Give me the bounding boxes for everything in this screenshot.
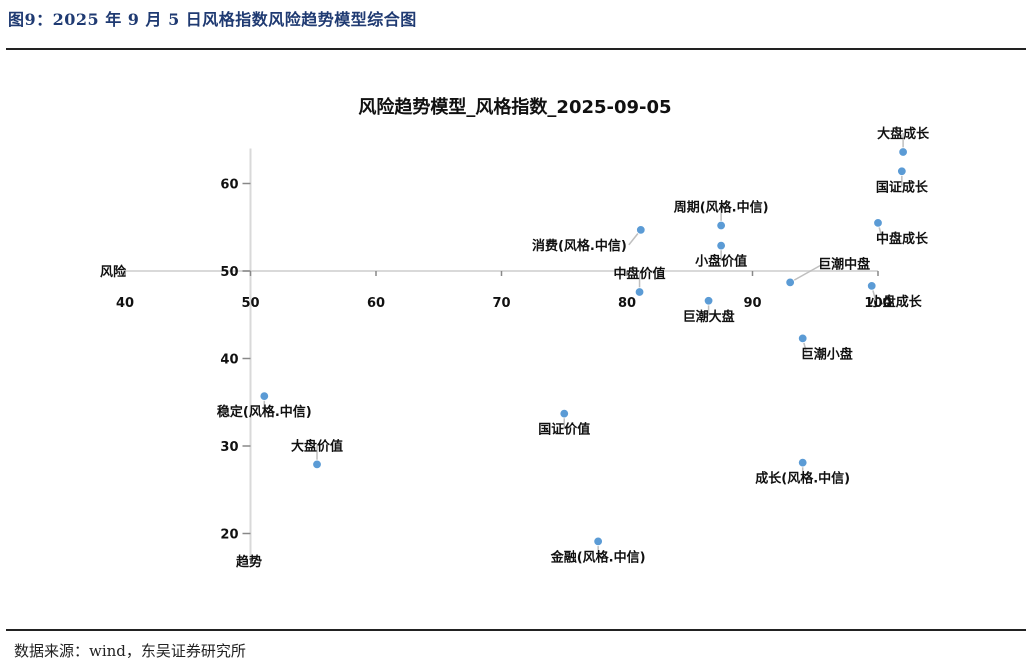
point-label: 巨潮小盘 [801, 346, 853, 362]
point-label: 金融(风格.中信) [550, 549, 646, 565]
data-point [873, 218, 883, 228]
x-tick-label: 50 [241, 296, 259, 311]
data-point [785, 277, 795, 288]
point-label: 巨潮大盘 [683, 309, 735, 325]
data-point [867, 281, 877, 291]
y-tick-label: 60 [220, 178, 238, 193]
y-tick-label: 20 [220, 528, 238, 543]
point-label: 小盘价值 [695, 254, 747, 270]
point-label: 大盘价值 [291, 438, 343, 454]
leader-lines [263, 133, 904, 557]
data-point [716, 240, 726, 251]
data-source: 数据来源：wind，东吴证券研究所 [14, 642, 246, 660]
point-label: 消费(风格.中信) [532, 238, 627, 254]
data-point [634, 287, 645, 297]
point-label: 中盘价值 [614, 266, 666, 282]
data-point [312, 459, 322, 470]
data-point [559, 408, 569, 419]
data-point [703, 296, 714, 306]
point-label: 国证成长 [876, 179, 929, 195]
data-point [798, 333, 808, 344]
point-label: 成长(风格.中信) [755, 471, 850, 487]
bottom-rule [6, 629, 1026, 631]
data-points [259, 147, 908, 547]
point-label: 周期(风格.中信) [674, 200, 769, 216]
point-label: 国证价值 [538, 422, 590, 438]
top-rule [6, 48, 1026, 50]
data-point [798, 457, 808, 468]
point-label: 中盘成长 [876, 231, 929, 247]
data-point [259, 391, 270, 401]
data-point [716, 220, 726, 231]
axes: 40 50 60 70 80 90 100 20 30 40 50 60 风险趋势 [100, 148, 892, 570]
y-tick-label: 30 [220, 440, 238, 455]
data-point [898, 147, 908, 157]
figure-caption: 图9：2025 年 9 月 5 日风格指数风险趋势模型综合图 [8, 10, 417, 29]
point-label: 大盘成长 [877, 126, 930, 142]
x-tick-label: 70 [492, 296, 510, 311]
data-point [636, 225, 646, 235]
chart-title: 风险趋势模型_风格指数_2025-09-05 [358, 96, 671, 118]
x-tick-label: 100 [864, 296, 891, 311]
x-tick-label: 90 [743, 296, 761, 311]
data-point [897, 166, 907, 176]
point-label: 小盘成长 [870, 294, 923, 310]
point-label: 稳定(风格.中信) [217, 404, 312, 420]
leader-line [789, 262, 825, 284]
point-label: 巨潮中盘 [818, 256, 870, 272]
x-axis-name: 风险 [100, 264, 127, 280]
y-axis-name: 趋势 [236, 554, 262, 570]
x-tick-label: 60 [367, 296, 385, 311]
x-tick-label: 40 [116, 296, 134, 311]
x-tick-label: 80 [618, 296, 636, 311]
y-tick-label: 50 [220, 265, 238, 280]
y-tick-label: 40 [220, 353, 238, 368]
data-point [593, 536, 603, 547]
